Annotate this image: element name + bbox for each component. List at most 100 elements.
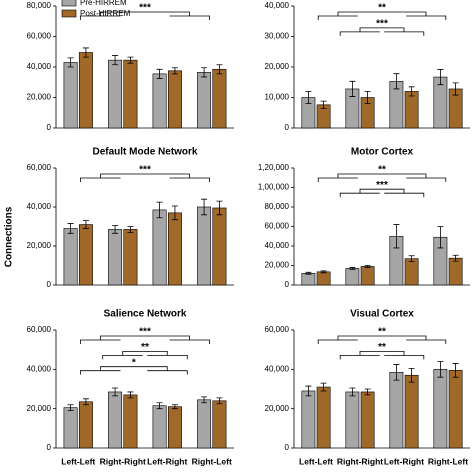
y-tick-label: 20,000 <box>265 261 290 270</box>
bar <box>448 257 463 286</box>
error-bar <box>320 270 327 274</box>
error-bar <box>216 397 223 405</box>
bar <box>197 399 212 449</box>
error-bar <box>437 69 444 86</box>
error-bar <box>393 73 400 90</box>
y-tick-label: 1,20,000 <box>258 163 290 172</box>
error-bar <box>364 91 371 104</box>
bar <box>63 228 78 286</box>
significance: *** <box>139 327 151 338</box>
error-bar <box>452 254 459 262</box>
y-tick-label: 0 <box>285 280 290 289</box>
y-axis-label: Connections <box>4 206 15 267</box>
bar <box>197 206 212 286</box>
legend-swatch <box>61 0 77 7</box>
y-tick-label: 80,000 <box>27 1 52 10</box>
y-tick-label: 0 <box>285 123 290 132</box>
bar <box>152 209 167 286</box>
bar <box>123 394 138 449</box>
error-bar <box>67 57 74 68</box>
legend-swatch <box>61 9 77 18</box>
bar <box>108 229 123 286</box>
y-tick-label: 40,000 <box>265 364 290 373</box>
significance: *** <box>376 19 388 30</box>
error-bar <box>408 367 415 383</box>
bar <box>316 271 331 286</box>
error-bar <box>82 47 89 58</box>
error-bar <box>305 385 312 397</box>
panel-title: Salience Network <box>104 309 187 320</box>
error-bar <box>364 265 371 268</box>
legend-label: Pre-HIRREM <box>80 0 127 7</box>
error-bar <box>393 224 400 249</box>
bar <box>167 212 182 286</box>
significance: ** <box>141 342 149 353</box>
bracket <box>80 335 210 344</box>
error-bar <box>393 364 400 381</box>
bracket <box>102 350 188 360</box>
y-tick-label: 10,000 <box>265 93 290 102</box>
y-tick-label: 20,000 <box>27 93 52 102</box>
error-bar <box>201 67 208 78</box>
significance: *** <box>139 165 151 176</box>
bar <box>433 369 448 449</box>
error-bar <box>452 363 459 378</box>
error-bar <box>408 86 415 97</box>
x-tick-label: Right-Left <box>192 456 232 466</box>
error-bar <box>349 387 356 397</box>
y-tick-label: 20,000 <box>27 241 52 250</box>
bar <box>404 374 419 449</box>
bar <box>197 72 212 129</box>
error-bar <box>82 220 89 229</box>
error-bar <box>112 225 119 234</box>
bar <box>78 224 93 286</box>
bar <box>448 370 463 449</box>
error-bar <box>349 267 356 270</box>
error-bar <box>171 404 178 410</box>
y-tick-label: 40,000 <box>265 1 290 10</box>
y-tick-label: 20,000 <box>265 404 290 413</box>
significance: * <box>132 357 136 368</box>
error-bar <box>112 55 119 66</box>
error-bar <box>437 361 444 378</box>
bracket <box>80 173 210 182</box>
bracket <box>317 335 447 344</box>
error-bar <box>305 271 312 275</box>
x-tick-label: Right-Right <box>100 456 146 466</box>
panel-title: Visual Cortex <box>350 309 414 320</box>
y-tick-label: 60,000 <box>27 163 52 172</box>
y-tick-label: 0 <box>285 443 290 452</box>
bar <box>404 258 419 286</box>
bar <box>78 401 93 449</box>
bar <box>152 405 167 449</box>
bracket <box>80 366 188 375</box>
bar <box>212 207 227 286</box>
error-bar <box>127 226 134 233</box>
error-bar <box>171 205 178 221</box>
bar <box>360 391 375 449</box>
bracket <box>339 188 425 198</box>
bar <box>152 73 167 129</box>
error-bar <box>305 91 312 104</box>
bar <box>167 70 182 129</box>
y-tick-label: 60,000 <box>265 222 290 231</box>
bracket <box>80 11 210 20</box>
bar <box>345 391 360 449</box>
y-tick-label: 40,000 <box>27 364 52 373</box>
error-bar <box>171 67 178 75</box>
bar <box>316 386 331 449</box>
error-bar <box>82 398 89 406</box>
error-bar <box>408 255 415 262</box>
error-bar <box>216 64 223 75</box>
error-bar <box>67 223 74 234</box>
y-tick-label: 80,000 <box>265 202 290 211</box>
panel-title: Default Mode Network <box>92 147 197 158</box>
x-tick-label: Left-Right <box>384 456 424 466</box>
error-bar <box>364 388 371 396</box>
bar <box>389 371 404 449</box>
y-tick-label: 20,000 <box>27 404 52 413</box>
bracket <box>317 11 447 20</box>
error-bar <box>201 198 208 216</box>
bar <box>123 59 138 129</box>
